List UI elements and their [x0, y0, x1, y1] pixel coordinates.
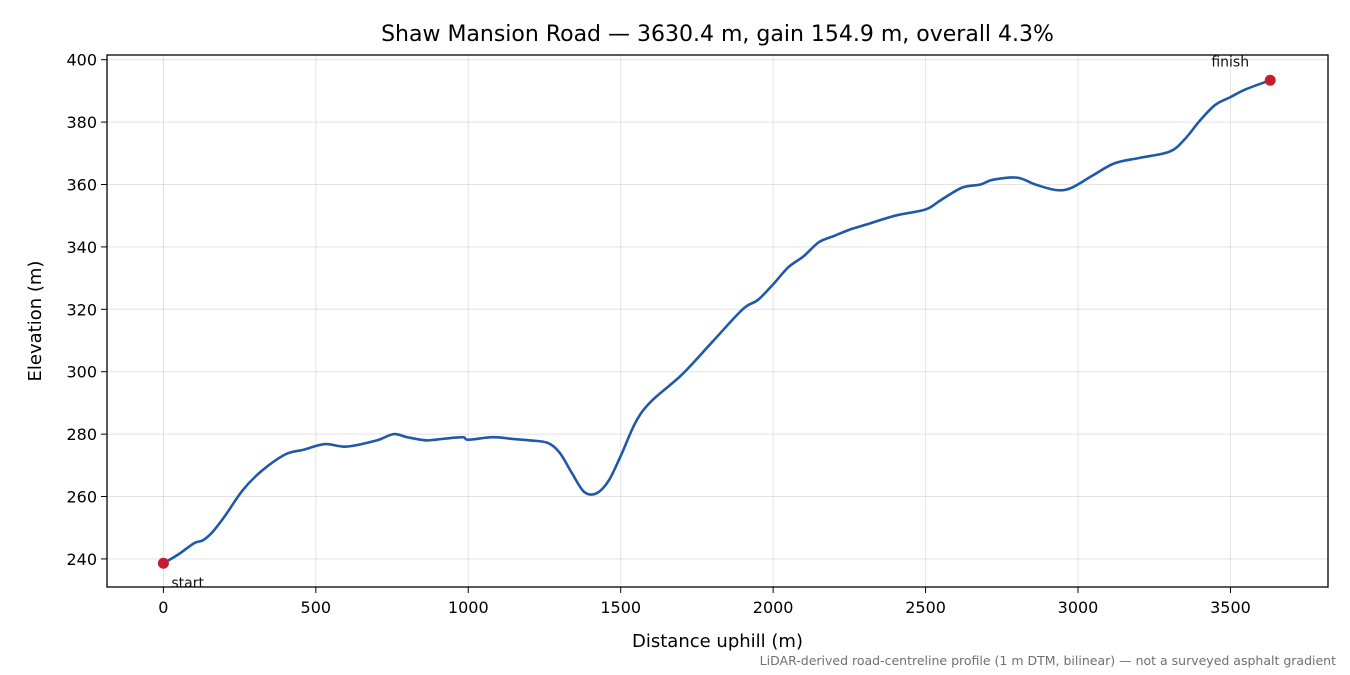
- x-tick-label: 2500: [905, 598, 946, 617]
- finish-annotation: finish: [1211, 54, 1249, 70]
- y-tick-label: 360: [66, 175, 97, 194]
- y-tick-label: 300: [66, 363, 97, 382]
- x-tick-label: 1500: [600, 598, 641, 617]
- series-layer: [157, 74, 1276, 569]
- finish-marker: [1264, 74, 1276, 86]
- x-tick-label: 0: [158, 598, 168, 617]
- plot-frame: [106, 54, 1329, 588]
- y-tick-label: 320: [66, 300, 97, 319]
- x-tick-label: 2000: [753, 598, 794, 617]
- x-axis-label: Distance uphill (m): [632, 631, 803, 652]
- y-tick-label: 340: [66, 238, 97, 257]
- x-tick-label: 500: [301, 598, 332, 617]
- y-tick-label: 280: [66, 425, 97, 444]
- y-tick-label: 400: [66, 51, 97, 70]
- grid-layer: [107, 55, 1328, 587]
- x-tick-label: 3500: [1210, 598, 1251, 617]
- y-tick-label: 380: [66, 113, 97, 132]
- x-tick-label: 3000: [1058, 598, 1099, 617]
- y-tick-label: 260: [66, 488, 97, 507]
- footnote: LiDAR-derived road-centreline profile (1…: [760, 653, 1336, 668]
- tick-layer: 0 500 1000 1500 2000 2500 3000 3500 240 260 280 300…: [66, 51, 1250, 617]
- x-tick-label: 1000: [448, 598, 489, 617]
- y-tick-label: 240: [66, 550, 97, 569]
- start-annotation: start: [171, 575, 204, 591]
- chart-title: Shaw Mansion Road — 3630.4 m, gain 154.9…: [381, 22, 1054, 47]
- start-marker: [157, 557, 169, 569]
- y-axis-label: Elevation (m): [25, 261, 46, 382]
- elevation-line: [162, 78, 1272, 565]
